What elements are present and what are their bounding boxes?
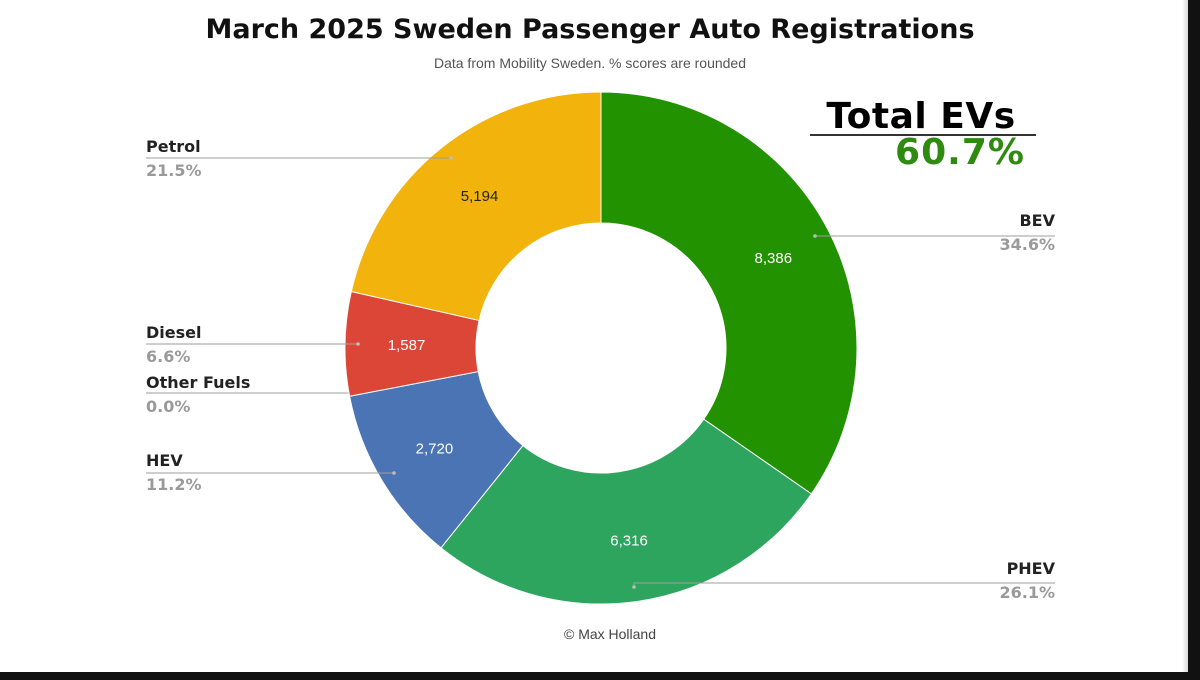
slice-value-diesel: 1,587 bbox=[388, 337, 426, 354]
label-name-petrol: Petrol bbox=[146, 137, 201, 156]
total-evs-divider bbox=[810, 134, 1036, 136]
slice-value-phev: 6,316 bbox=[610, 532, 648, 549]
total-evs-value: 60.7% bbox=[895, 132, 1025, 173]
slice-phev bbox=[440, 418, 813, 605]
slice-petrol bbox=[350, 91, 602, 322]
label-percent-hev: 11.2% bbox=[146, 475, 202, 494]
page-edge-shade bbox=[1182, 0, 1188, 672]
label-percent-bev: 34.6% bbox=[999, 235, 1055, 254]
slice-bev bbox=[600, 91, 858, 495]
leader-dot-hev bbox=[392, 471, 396, 475]
slice-value-hev: 2,720 bbox=[416, 440, 454, 457]
slice-value-petrol: 5,194 bbox=[461, 188, 499, 205]
label-percent-other-fuels: 0.0% bbox=[146, 397, 190, 416]
page-edge-bottom bbox=[0, 672, 1200, 680]
leader-dot-petrol bbox=[449, 156, 453, 160]
chart-subtitle: Data from Mobility Sweden. % scores are … bbox=[433, 55, 747, 71]
chart-title: March 2025 Sweden Passenger Auto Registr… bbox=[205, 14, 975, 45]
chart-credit: © Max Holland bbox=[563, 626, 657, 642]
label-name-phev: PHEV bbox=[1007, 559, 1056, 578]
leader-dot-phev bbox=[632, 585, 636, 589]
leader-dot-bev bbox=[813, 234, 817, 238]
label-percent-phev: 26.1% bbox=[999, 583, 1055, 602]
label-name-hev: HEV bbox=[146, 451, 183, 470]
label-name-other-fuels: Other Fuels bbox=[146, 373, 250, 392]
leader-dot-diesel bbox=[356, 342, 360, 346]
label-percent-diesel: 6.6% bbox=[146, 347, 190, 366]
label-percent-petrol: 21.5% bbox=[146, 161, 202, 180]
label-name-diesel: Diesel bbox=[146, 323, 201, 342]
total-evs-label: Total EVs bbox=[826, 96, 1016, 137]
page-edge-right bbox=[1188, 0, 1200, 680]
slice-value-bev: 8,386 bbox=[755, 250, 793, 267]
label-name-bev: BEV bbox=[1019, 211, 1055, 230]
